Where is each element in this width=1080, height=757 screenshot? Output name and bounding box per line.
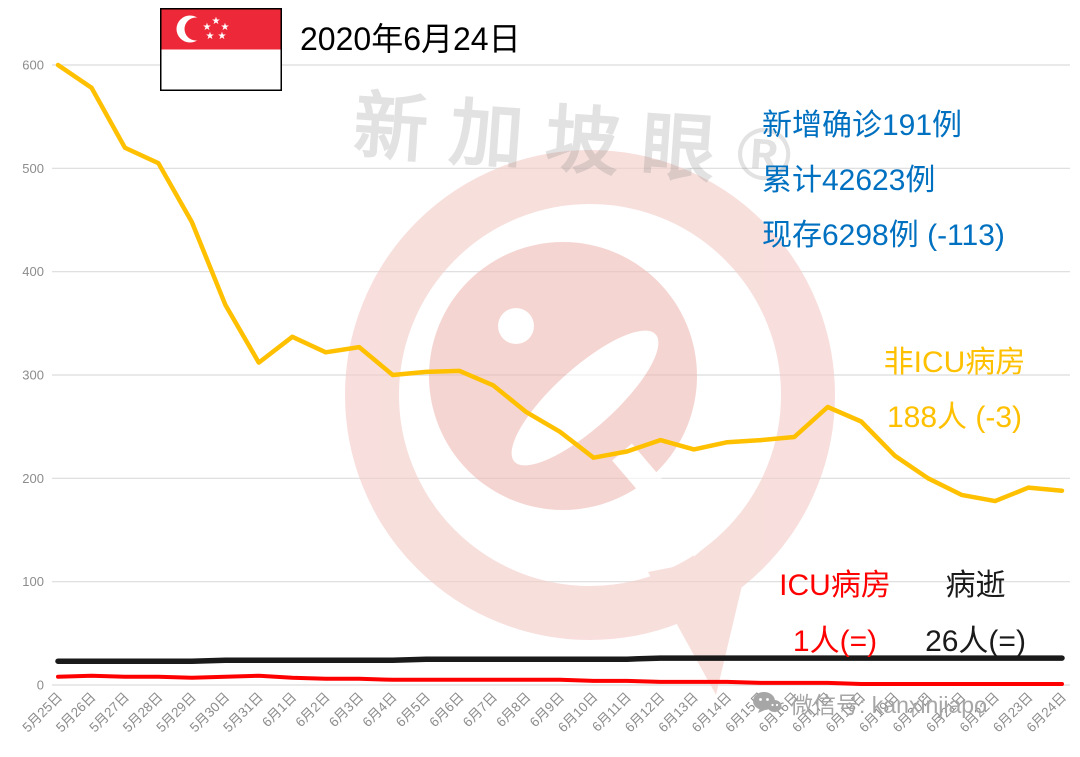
y-tick-label: 600 (22, 58, 44, 73)
svg-text:★: ★ (212, 16, 221, 27)
svg-text:★: ★ (206, 31, 215, 42)
total-cases-text: 累计42623例 (762, 164, 936, 197)
wechat-watermark: 微信号: kanxinjiapo (752, 686, 987, 720)
logo-handle-gap (612, 443, 714, 557)
logo-highlight (511, 330, 659, 466)
y-tick-label: 100 (22, 574, 44, 589)
svg-text:★: ★ (221, 22, 230, 33)
new-cases-text: 新增确诊191例 (762, 109, 963, 142)
y-tick-label: 0 (37, 678, 44, 693)
logo-glint (498, 308, 534, 344)
flag-crescent-cut (184, 17, 208, 41)
y-tick-label: 400 (22, 264, 44, 279)
y-tick-label: 500 (22, 161, 44, 176)
icu-label-block: ICU病房 1人(=) (750, 558, 920, 670)
deaths-label: 病逝 (945, 569, 1006, 602)
icu-value: 1人(=) (792, 625, 878, 658)
deaths-value: 26人(=) (925, 625, 1026, 658)
non-icu-label: 非ICU病房 (883, 346, 1026, 379)
y-tick-label: 300 (22, 368, 44, 383)
flag-stars: ★ ★ ★ ★ ★ (203, 16, 230, 42)
non_icu-line (55, 62, 1065, 504)
non-icu-label-block: 非ICU病房 188人 (-3) (852, 335, 1057, 445)
icu-line (56, 673, 1064, 686)
svg-text:★: ★ (218, 31, 227, 42)
case-stats-block: 新增确诊191例 累计42623例 现存6298例 (-113) (762, 98, 1005, 263)
y-tick-label: 200 (22, 471, 44, 486)
logo-ring (345, 150, 835, 640)
flag-white-band (160, 49, 282, 91)
wechat-id-text: 微信号: kanxinjiapo (790, 692, 987, 718)
flag-border (160, 8, 282, 91)
deaths-label-block: 病逝 26人(=) (898, 558, 1053, 670)
deaths-line (55, 655, 1065, 664)
icu-label: ICU病房 (779, 569, 891, 602)
page-title: 2020年6月24日 (300, 21, 521, 57)
non-icu-value: 188人 (-3) (886, 401, 1023, 434)
logo-disc (429, 242, 697, 510)
svg-text:★: ★ (203, 22, 212, 33)
active-cases-text: 现存6298例 (-113) (762, 219, 1005, 252)
wechat-icon (753, 692, 782, 713)
singapore-flag-icon: ★ ★ ★ ★ ★ (160, 8, 282, 91)
